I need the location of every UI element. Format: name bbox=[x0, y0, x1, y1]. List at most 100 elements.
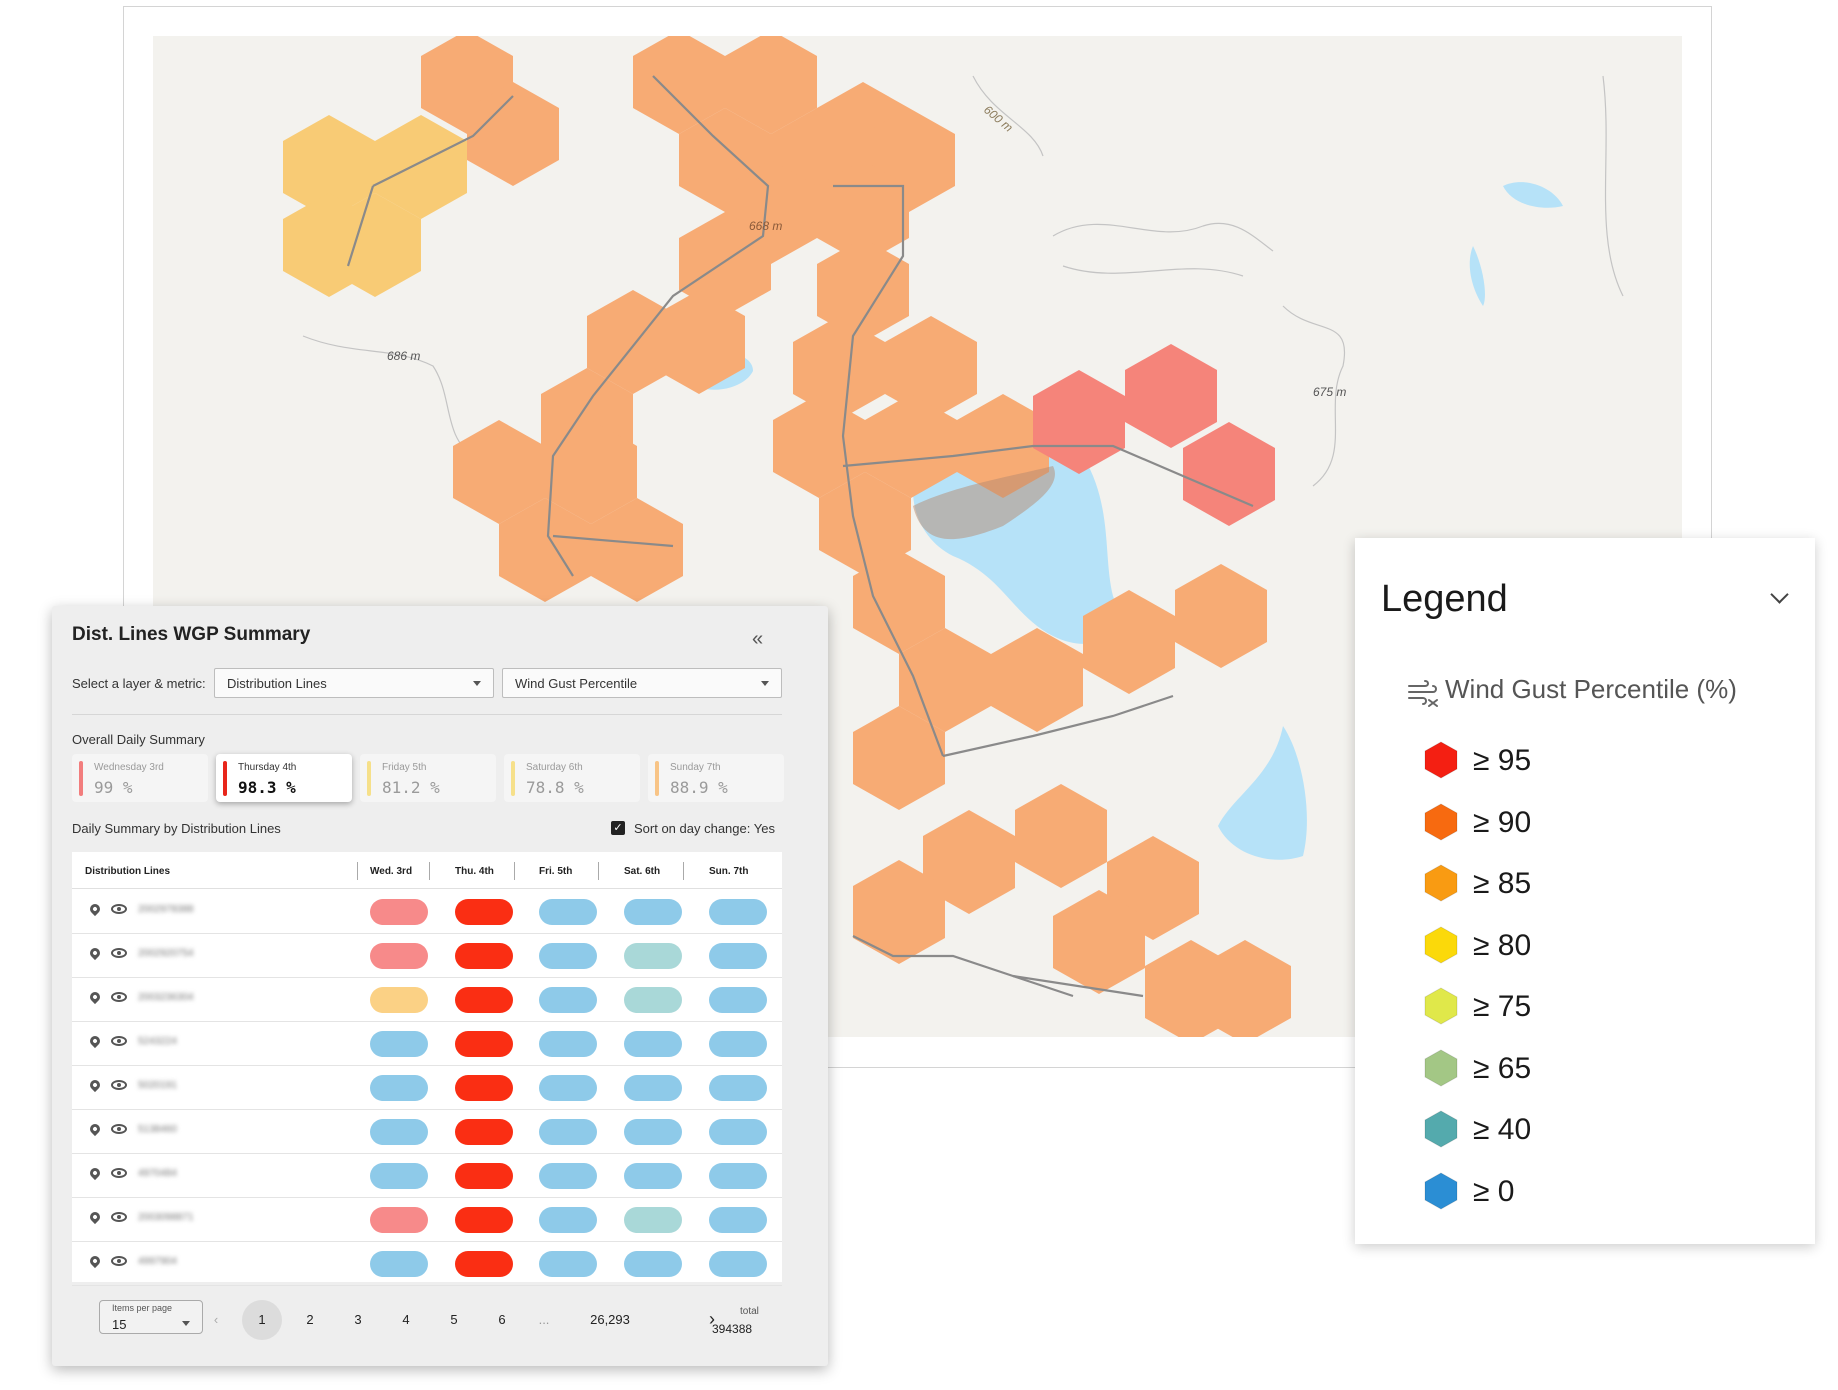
column-separator[interactable] bbox=[514, 862, 515, 880]
wgp-cell[interactable] bbox=[709, 1075, 767, 1101]
chevron-down-icon[interactable] bbox=[1770, 585, 1789, 604]
eye-icon[interactable] bbox=[111, 1168, 127, 1178]
table-row[interactable]: 5243224 bbox=[72, 1021, 782, 1066]
table-row[interactable]: 2003236304 bbox=[72, 977, 782, 1022]
wgp-cell[interactable] bbox=[539, 1163, 597, 1189]
double-chevron-left-icon[interactable]: « bbox=[752, 628, 764, 650]
wgp-cell[interactable] bbox=[539, 1075, 597, 1101]
table-row[interactable]: 4970484 bbox=[72, 1153, 782, 1198]
eye-icon[interactable] bbox=[111, 1124, 127, 1134]
day-card[interactable]: Friday 5th 81.2 % bbox=[360, 754, 496, 802]
layer-dropdown[interactable]: Distribution Lines bbox=[214, 668, 494, 698]
location-pin-icon[interactable] bbox=[87, 1253, 103, 1269]
wgp-cell[interactable] bbox=[455, 987, 513, 1013]
location-pin-icon[interactable] bbox=[87, 1033, 103, 1049]
wgp-cell[interactable] bbox=[709, 1207, 767, 1233]
wgp-cell[interactable] bbox=[455, 899, 513, 925]
page-button[interactable]: 5 bbox=[450, 1312, 458, 1327]
page-button[interactable]: 2 bbox=[306, 1312, 314, 1327]
eye-icon[interactable] bbox=[111, 904, 127, 914]
col-header-sat[interactable]: Sat. 6th bbox=[624, 866, 661, 877]
day-card[interactable]: Saturday 6th 78.8 % bbox=[504, 754, 640, 802]
location-pin-icon[interactable] bbox=[87, 945, 103, 961]
wgp-cell[interactable] bbox=[370, 943, 428, 969]
sort-checkbox[interactable]: ✓ bbox=[611, 821, 625, 835]
wgp-cell[interactable] bbox=[370, 1119, 428, 1145]
items-per-page-select[interactable]: Items per page 15 bbox=[99, 1300, 203, 1334]
col-header-fri[interactable]: Fri. 5th bbox=[539, 866, 573, 877]
eye-icon[interactable] bbox=[111, 948, 127, 958]
page-button[interactable]: 6 bbox=[498, 1312, 506, 1327]
table-row[interactable]: 5138460 bbox=[72, 1109, 782, 1154]
wgp-cell[interactable] bbox=[455, 1031, 513, 1057]
wgp-cell[interactable] bbox=[370, 1075, 428, 1101]
col-header-thu[interactable]: Thu. 4th bbox=[455, 866, 494, 877]
wgp-cell[interactable] bbox=[624, 899, 682, 925]
wgp-cell[interactable] bbox=[455, 1251, 513, 1277]
eye-icon[interactable] bbox=[111, 1080, 127, 1090]
wgp-cell[interactable] bbox=[539, 1207, 597, 1233]
chevron-left-icon[interactable]: ‹ bbox=[213, 1312, 219, 1327]
wgp-cell[interactable] bbox=[455, 1075, 513, 1101]
wgp-cell[interactable] bbox=[709, 1031, 767, 1057]
wgp-cell[interactable] bbox=[455, 1207, 513, 1233]
wgp-cell[interactable] bbox=[539, 1251, 597, 1277]
eye-icon[interactable] bbox=[111, 1212, 127, 1222]
wgp-cell[interactable] bbox=[539, 943, 597, 969]
location-pin-icon[interactable] bbox=[87, 1165, 103, 1181]
wgp-cell[interactable] bbox=[539, 987, 597, 1013]
page-button[interactable]: 1 bbox=[242, 1300, 282, 1340]
location-pin-icon[interactable] bbox=[87, 1077, 103, 1093]
wgp-cell[interactable] bbox=[455, 943, 513, 969]
wgp-cell[interactable] bbox=[539, 899, 597, 925]
col-header-distribution-lines[interactable]: Distribution Lines bbox=[85, 866, 170, 877]
page-button[interactable]: 3 bbox=[354, 1312, 362, 1327]
wgp-cell[interactable] bbox=[370, 899, 428, 925]
location-pin-icon[interactable] bbox=[87, 901, 103, 917]
eye-icon[interactable] bbox=[111, 1256, 127, 1266]
column-separator[interactable] bbox=[683, 862, 684, 880]
table-row[interactable]: 2002920754 bbox=[72, 933, 782, 978]
wgp-cell[interactable] bbox=[370, 1251, 428, 1277]
wgp-cell[interactable] bbox=[709, 943, 767, 969]
wgp-cell[interactable] bbox=[624, 987, 682, 1013]
wgp-cell[interactable] bbox=[370, 1207, 428, 1233]
location-pin-icon[interactable] bbox=[87, 989, 103, 1005]
wgp-cell[interactable] bbox=[709, 1251, 767, 1277]
wgp-cell[interactable] bbox=[624, 1207, 682, 1233]
wgp-cell[interactable] bbox=[709, 1119, 767, 1145]
wgp-cell[interactable] bbox=[624, 1031, 682, 1057]
wgp-cell[interactable] bbox=[624, 1251, 682, 1277]
wgp-cell[interactable] bbox=[370, 987, 428, 1013]
wgp-cell[interactable] bbox=[709, 899, 767, 925]
col-header-wed[interactable]: Wed. 3rd bbox=[370, 866, 413, 877]
wgp-cell[interactable] bbox=[455, 1119, 513, 1145]
column-separator[interactable] bbox=[598, 862, 599, 880]
wgp-cell[interactable] bbox=[624, 943, 682, 969]
eye-icon[interactable] bbox=[111, 1036, 127, 1046]
wgp-cell[interactable] bbox=[709, 987, 767, 1013]
wgp-cell[interactable] bbox=[624, 1119, 682, 1145]
table-row[interactable]: 2002978388 bbox=[72, 889, 782, 934]
table-row[interactable]: 2003098871 bbox=[72, 1197, 782, 1242]
wgp-cell[interactable] bbox=[539, 1119, 597, 1145]
day-card[interactable]: Sunday 7th 88.9 % bbox=[648, 754, 784, 802]
day-card[interactable]: Wednesday 3rd 99 % bbox=[72, 754, 208, 802]
wgp-cell[interactable] bbox=[624, 1075, 682, 1101]
location-pin-icon[interactable] bbox=[87, 1121, 103, 1137]
wgp-cell[interactable] bbox=[370, 1163, 428, 1189]
wgp-cell[interactable] bbox=[624, 1163, 682, 1189]
location-pin-icon[interactable] bbox=[87, 1209, 103, 1225]
column-separator[interactable] bbox=[429, 862, 430, 880]
wgp-cell[interactable] bbox=[539, 1031, 597, 1057]
col-header-sun[interactable]: Sun. 7th bbox=[709, 866, 749, 877]
wgp-cell[interactable] bbox=[370, 1031, 428, 1057]
day-card[interactable]: Thursday 4th 98.3 % bbox=[216, 754, 352, 802]
eye-icon[interactable] bbox=[111, 992, 127, 1002]
page-button[interactable]: 26,293 bbox=[590, 1312, 630, 1327]
page-button[interactable]: 4 bbox=[402, 1312, 410, 1327]
table-row[interactable]: 4997904 bbox=[72, 1241, 782, 1286]
chevron-right-icon[interactable]: › bbox=[709, 1309, 715, 1329]
metric-dropdown[interactable]: Wind Gust Percentile bbox=[502, 668, 782, 698]
column-separator[interactable] bbox=[357, 862, 358, 880]
